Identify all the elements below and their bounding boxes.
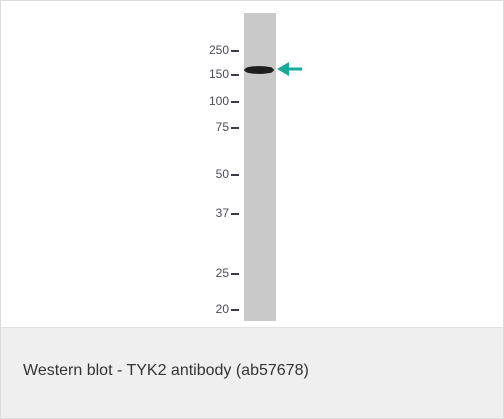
marker-label: 100 — [209, 94, 229, 108]
marker-label: 250 — [209, 43, 229, 57]
caption-area: Western blot - TYK2 antibody (ab57678) — [1, 327, 503, 419]
marker-label: 37 — [216, 206, 230, 220]
figure-card: 250 150 100 75 50 37 25 20 Western blot - TYK2 … — [0, 0, 504, 419]
caption: Western blot - TYK2 antibody (ab57678) — [23, 362, 309, 380]
marker-label: 50 — [216, 167, 230, 181]
marker-label: 150 — [209, 67, 229, 81]
band-core — [246, 67, 273, 73]
marker-label: 75 — [216, 120, 230, 134]
blot-image: 250 150 100 75 50 37 25 20 — [1, 1, 503, 327]
lane — [244, 13, 276, 321]
marker-label: 20 — [216, 302, 230, 316]
marker-label: 25 — [216, 266, 230, 280]
marker-ladder: 250 150 100 75 50 37 25 20 — [209, 43, 239, 316]
arrow — [277, 62, 302, 76]
